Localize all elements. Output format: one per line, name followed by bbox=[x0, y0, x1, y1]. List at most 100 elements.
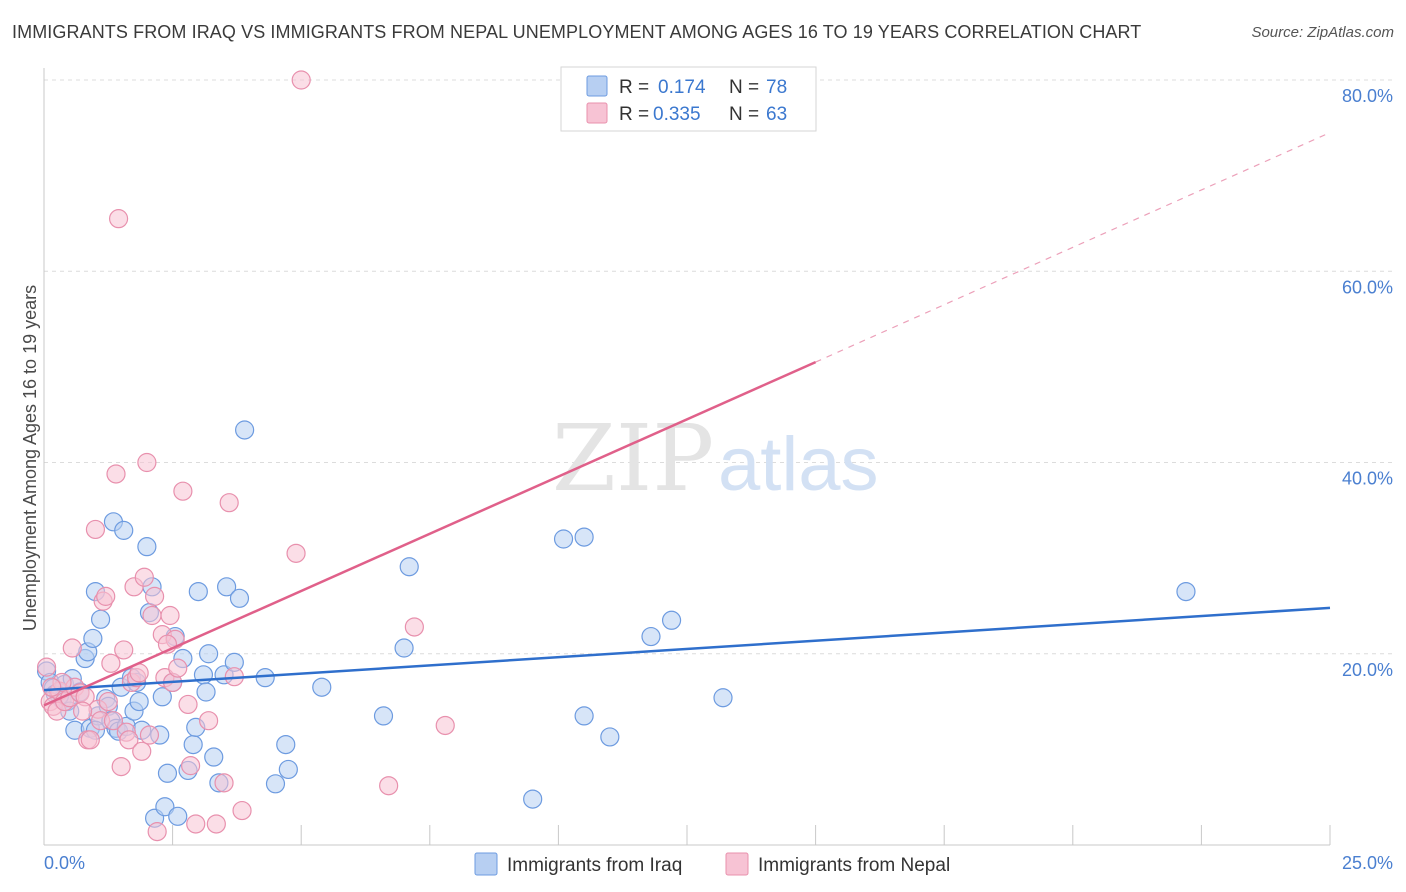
iraq-point bbox=[574, 527, 594, 547]
nepal-point bbox=[186, 814, 206, 834]
iraq-point bbox=[229, 588, 250, 608]
iraq-point bbox=[196, 682, 216, 702]
nepal-point bbox=[286, 543, 306, 563]
bottom-legend-swatch-nepal bbox=[725, 852, 749, 876]
iraq-point bbox=[373, 706, 394, 726]
nepal-point bbox=[111, 756, 131, 777]
iraq-point bbox=[265, 774, 286, 794]
legend-iraq-n-value: 78 bbox=[766, 77, 787, 98]
nepal-point bbox=[435, 715, 455, 736]
legend-nepal-n-label: N = bbox=[729, 104, 759, 125]
iraq-point bbox=[83, 628, 103, 649]
x-tick-label-min: 0.0% bbox=[44, 853, 85, 873]
nepal-trend-line bbox=[43, 360, 817, 707]
nepal-point bbox=[42, 677, 62, 697]
nepal-point bbox=[232, 800, 252, 821]
nepal-trend-extension bbox=[815, 132, 1331, 363]
nepal-point bbox=[160, 605, 180, 626]
grid-lines bbox=[44, 79, 1392, 655]
series-nepal-points bbox=[36, 70, 455, 842]
nepal-point bbox=[36, 657, 57, 677]
iraq-point bbox=[661, 610, 682, 630]
legend-nepal-r-label: R = bbox=[619, 104, 649, 125]
nepal-point bbox=[142, 605, 162, 626]
iraq-point bbox=[235, 420, 255, 440]
nepal-point bbox=[219, 493, 239, 513]
iraq-trend-line bbox=[43, 606, 1331, 692]
iraq-point bbox=[523, 789, 543, 809]
iraq-point bbox=[641, 626, 661, 647]
chart-title: IMMIGRANTS FROM IRAQ VS IMMIGRANTS FROM … bbox=[12, 22, 1142, 42]
y-tick-label: 20.0% bbox=[1342, 660, 1393, 680]
nepal-point bbox=[137, 452, 157, 473]
y-tick-label: 40.0% bbox=[1342, 469, 1393, 489]
legend-swatch-nepal bbox=[586, 102, 608, 124]
nepal-point bbox=[96, 586, 116, 606]
legend-nepal-r-value: 0.335 bbox=[653, 104, 701, 125]
nepal-point bbox=[62, 638, 82, 658]
iraq-point bbox=[114, 520, 134, 540]
iraq-point bbox=[90, 609, 111, 629]
iraq-point bbox=[152, 687, 172, 707]
iraq-point bbox=[204, 747, 224, 767]
nepal-point bbox=[114, 640, 134, 660]
iraq-point bbox=[600, 727, 620, 747]
nepal-point bbox=[85, 519, 106, 540]
legend-swatch-iraq bbox=[586, 75, 608, 97]
watermark: ZIP atlas bbox=[552, 405, 879, 512]
nepal-point bbox=[168, 658, 188, 678]
legend-iraq-r-label: R = bbox=[619, 77, 649, 98]
legend-nepal-n-value: 63 bbox=[766, 104, 787, 125]
iraq-point bbox=[399, 557, 419, 577]
nepal-point bbox=[139, 725, 160, 745]
nepal-point bbox=[108, 209, 129, 229]
iraq-point bbox=[183, 734, 203, 755]
watermark-zip: ZIP bbox=[552, 405, 714, 512]
iraq-point bbox=[199, 644, 219, 664]
iraq-point bbox=[312, 677, 332, 697]
iraq-point bbox=[278, 759, 298, 780]
bottom-legend-label-nepal: Immigrants from Nepal bbox=[758, 855, 950, 876]
x-tick-label-max: 25.0% bbox=[1342, 853, 1393, 873]
nepal-point bbox=[119, 730, 139, 750]
nepal-point bbox=[181, 756, 201, 776]
iraq-point bbox=[553, 529, 574, 549]
nepal-point bbox=[134, 567, 154, 587]
iraq-point bbox=[188, 581, 208, 602]
x-tick-marks bbox=[43, 825, 1331, 845]
nepal-point bbox=[206, 814, 226, 834]
nepal-point bbox=[199, 711, 219, 731]
iraq-point bbox=[217, 577, 237, 597]
nepal-point bbox=[291, 70, 311, 90]
y-tick-label: 80.0% bbox=[1342, 86, 1393, 106]
nepal-point bbox=[214, 773, 234, 793]
nepal-point bbox=[106, 464, 126, 484]
bottom-legend-label-iraq: Immigrants from Iraq bbox=[507, 855, 682, 876]
legend-iraq-r-value: 0.174 bbox=[658, 77, 706, 98]
nepal-point bbox=[98, 691, 118, 712]
nepal-point bbox=[379, 776, 399, 796]
y-axis-label: Unemployment Among Ages 16 to 19 years bbox=[20, 285, 40, 631]
source-label: Source: ZipAtlas.com bbox=[1251, 24, 1394, 41]
nepal-point bbox=[144, 586, 165, 606]
y-tick-label: 60.0% bbox=[1342, 277, 1393, 297]
nepal-point bbox=[147, 822, 167, 842]
iraq-point bbox=[1176, 581, 1196, 602]
iraq-point bbox=[137, 537, 157, 557]
legend-box: R = 0.174 N = 78 R = 0.335 N = 63 bbox=[560, 66, 817, 132]
iraq-point bbox=[574, 706, 594, 726]
iraq-point bbox=[155, 797, 175, 817]
legend-iraq-n-label: N = bbox=[729, 77, 759, 98]
iraq-point bbox=[129, 691, 149, 712]
nepal-point bbox=[80, 730, 100, 750]
nepal-point bbox=[101, 653, 121, 673]
iraq-point bbox=[157, 763, 178, 783]
nepal-point bbox=[173, 481, 193, 501]
nepal-point bbox=[404, 617, 424, 637]
iraq-point bbox=[168, 806, 188, 826]
iraq-point bbox=[276, 734, 296, 755]
nepal-point bbox=[103, 711, 124, 731]
nepal-point bbox=[132, 741, 152, 761]
y-tick-labels: 20.0% 40.0% 60.0% 80.0% bbox=[1342, 86, 1393, 680]
